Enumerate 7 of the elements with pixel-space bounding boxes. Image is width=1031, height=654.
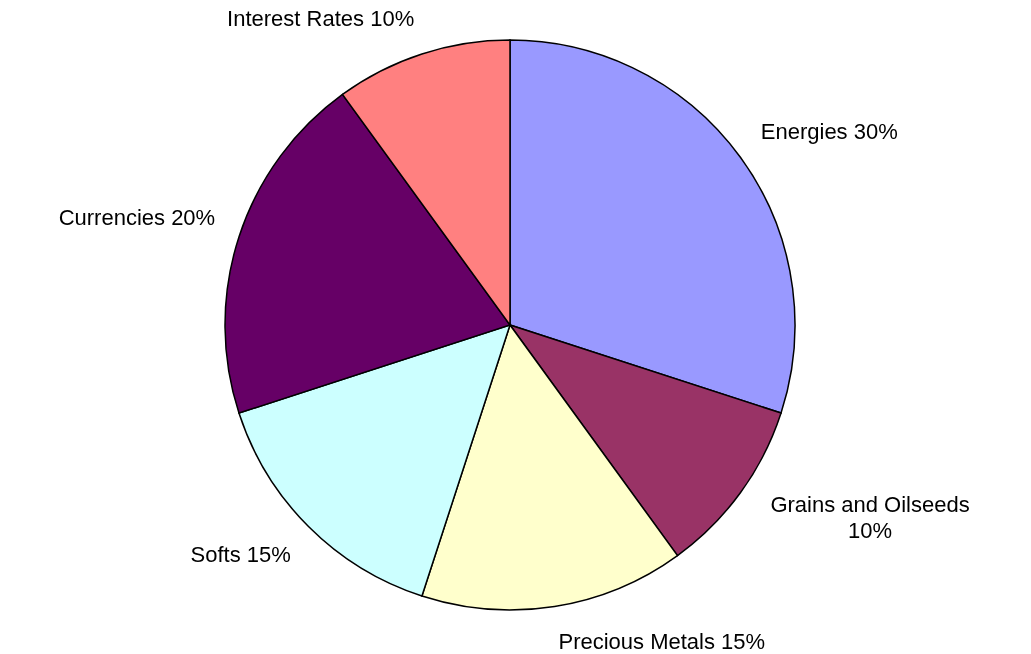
slice-label: Grains and Oilseeds xyxy=(770,492,970,518)
slice-label: Energies 30% xyxy=(760,118,898,144)
slice-label: Softs 15% xyxy=(190,542,291,568)
slice-label: Currencies 20% xyxy=(58,205,216,231)
slice-label: Interest Rates 10% xyxy=(227,6,415,32)
data-label: 10% xyxy=(848,518,893,544)
slice-label: Precious Metals 15% xyxy=(558,629,766,654)
